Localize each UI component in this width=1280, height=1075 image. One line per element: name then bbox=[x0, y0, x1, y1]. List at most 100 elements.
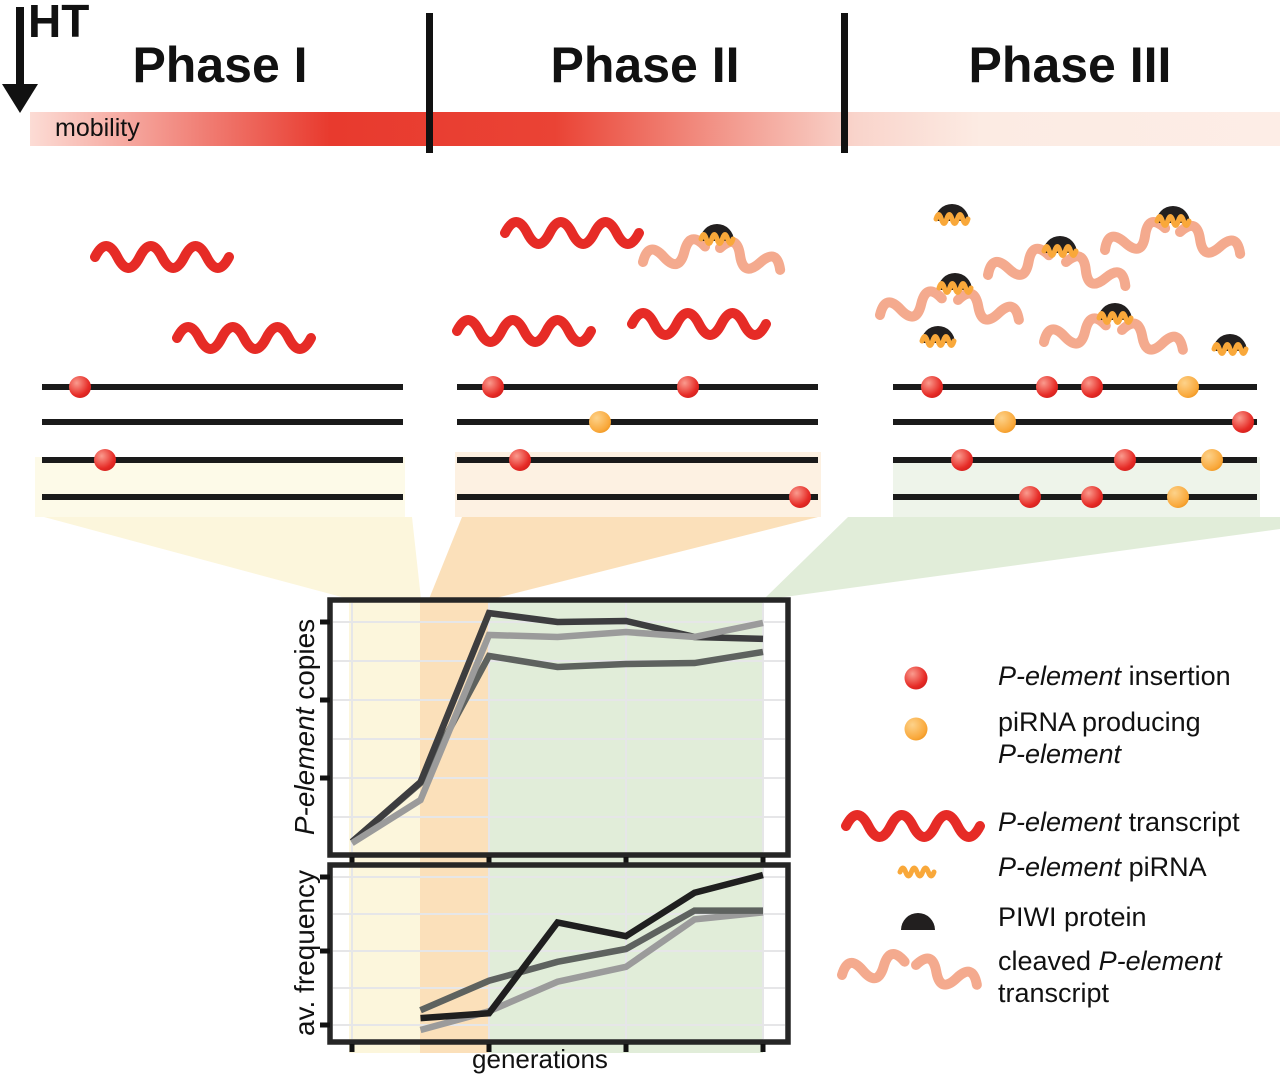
phase-divider-2 bbox=[841, 13, 848, 153]
p-element-insertion-dot bbox=[1232, 411, 1254, 433]
cleaved-transcript-fragment bbox=[953, 288, 1024, 325]
p-element-insertion-dot bbox=[677, 376, 699, 398]
phase-ii-funnel bbox=[429, 517, 818, 599]
y-axis-tick bbox=[320, 619, 330, 625]
p-element-insertion-dot bbox=[482, 376, 504, 398]
cleaved-transcript-fragment bbox=[1061, 251, 1131, 291]
series-replicate-black bbox=[420, 871, 764, 1022]
legend-cleaved-fragment bbox=[911, 953, 982, 990]
y-axis-label-frequency: av. frequency bbox=[289, 869, 320, 1037]
legend-item-line: transcript bbox=[998, 978, 1110, 1008]
pirna-on-piwi-icon bbox=[919, 334, 957, 348]
pirna-on-piwi-icon bbox=[936, 281, 974, 295]
pirna-on-piwi-icon bbox=[1154, 214, 1192, 228]
pirna-on-piwi-icon bbox=[1211, 342, 1249, 356]
legend-item-piwi: PIWI protein bbox=[998, 901, 1147, 933]
legend-item-line: cleaved P-element bbox=[998, 946, 1222, 976]
pirna-producing-dot bbox=[1167, 486, 1189, 508]
x-axis-tick bbox=[349, 857, 355, 865]
legend-item-line: P-element piRNA bbox=[998, 852, 1207, 882]
pirna-on-piwi-icon bbox=[698, 232, 736, 246]
phase-iii-funnel bbox=[764, 517, 1280, 599]
legend-item-line: PIWI protein bbox=[998, 902, 1147, 932]
p-element-transcript bbox=[452, 315, 596, 347]
ht-arrow-shaft bbox=[16, 7, 24, 87]
phase-divider-1 bbox=[426, 13, 433, 153]
x-axis-tick bbox=[623, 1044, 629, 1052]
y-axis-tick bbox=[320, 697, 330, 703]
legend-piwi-protein-dome bbox=[901, 913, 935, 930]
legend-item-line: P-element insertion bbox=[998, 661, 1231, 691]
legend-pirna-producing-dot bbox=[904, 717, 928, 741]
p-element-insertion-dot bbox=[1081, 376, 1103, 398]
p-element-insertion-dot bbox=[1036, 376, 1058, 398]
legend-p-element-transcript-wave bbox=[841, 810, 985, 842]
x-axis-tick bbox=[349, 1044, 355, 1052]
p-element-insertion-dot bbox=[789, 486, 811, 508]
p-element-insertion-dot bbox=[921, 376, 943, 398]
legend-item-line: P-element transcript bbox=[998, 807, 1240, 837]
pirna-on-piwi-icon bbox=[1096, 311, 1134, 325]
p-element-insertion-dot bbox=[94, 449, 116, 471]
p-element-insertion-dot bbox=[1019, 486, 1041, 508]
y-axis-tick bbox=[320, 775, 330, 781]
legend-item-cleaved: cleaved P-element transcript bbox=[998, 945, 1222, 1009]
series-replicate-medium bbox=[419, 907, 763, 1014]
legend-p-element-insertion-dot bbox=[904, 666, 928, 690]
p-element-insertion-dot bbox=[1081, 486, 1103, 508]
chart-frame bbox=[327, 597, 791, 858]
mobility-gradient-bar: mobility bbox=[30, 112, 1280, 146]
pirna-producing-dot bbox=[1177, 376, 1199, 398]
mobility-label: mobility bbox=[55, 114, 140, 142]
phase-iii-title: Phase III bbox=[968, 37, 1172, 93]
y-axis-label-copies-rest: copies bbox=[289, 618, 320, 708]
legend-item-pirna-producing: piRNA producing P-element bbox=[998, 706, 1201, 770]
legend-p-element-pirna-wave bbox=[897, 865, 937, 879]
cleaved-transcript-fragment bbox=[1117, 318, 1188, 355]
pirna-on-piwi-icon bbox=[933, 212, 971, 226]
legend-item-transcript: P-element transcript bbox=[998, 806, 1240, 838]
phase-ii-title: Phase II bbox=[550, 37, 740, 93]
phase-i-title: Phase I bbox=[132, 37, 308, 93]
p-element-insertion-dot bbox=[69, 376, 91, 398]
y-axis-tick bbox=[320, 948, 330, 954]
pirna-producing-dot bbox=[589, 411, 611, 433]
cleaved-transcript-fragment bbox=[638, 234, 711, 269]
y-axis-tick bbox=[320, 1022, 330, 1028]
ht-label: HT bbox=[28, 0, 90, 47]
x-axis-tick bbox=[760, 857, 766, 865]
cleaved-transcript-fragment bbox=[715, 236, 786, 275]
x-axis-tick bbox=[760, 1044, 766, 1052]
y-axis-label-copies-italic: P-element bbox=[289, 707, 320, 836]
cleaved-transcript-fragment bbox=[983, 243, 1054, 280]
p-element-insertion-dot bbox=[509, 449, 531, 471]
cleaved-transcript-fragment bbox=[875, 286, 947, 322]
p-element-insertion-dot bbox=[951, 449, 973, 471]
y-axis-tick bbox=[320, 874, 330, 880]
legend-item-pirna: P-element piRNA bbox=[998, 851, 1207, 883]
x-axis-label-generations: generations bbox=[472, 1044, 608, 1074]
pirna-producing-dot bbox=[994, 411, 1016, 433]
ht-arrow-head bbox=[2, 84, 38, 113]
cleaved-transcript-fragment bbox=[1175, 220, 1246, 259]
p-element-transcript bbox=[500, 217, 644, 249]
cleaved-transcript-fragment bbox=[1100, 217, 1171, 255]
p-element-insertion-dot bbox=[1114, 449, 1136, 471]
x-axis-tick bbox=[623, 857, 629, 865]
series-replicate-light bbox=[350, 619, 764, 846]
x-axis-tick bbox=[486, 857, 492, 865]
x-axis-tick bbox=[486, 1044, 492, 1052]
legend-item-line: P-element bbox=[998, 739, 1122, 769]
legend-item-insertion: P-element insertion bbox=[998, 660, 1231, 692]
phase-i-panel-bg bbox=[35, 457, 405, 517]
legend-cleaved-fragment bbox=[837, 949, 910, 984]
p-element-transcript bbox=[90, 241, 234, 273]
pirna-on-piwi-icon bbox=[1041, 244, 1079, 258]
cleaved-transcript-fragment bbox=[1039, 313, 1111, 349]
y-axis-label-copies: P-element copies bbox=[289, 619, 321, 835]
p-element-transcript bbox=[172, 322, 316, 354]
legend-item-line: piRNA producing bbox=[998, 707, 1201, 737]
pirna-producing-dot bbox=[1201, 449, 1223, 471]
